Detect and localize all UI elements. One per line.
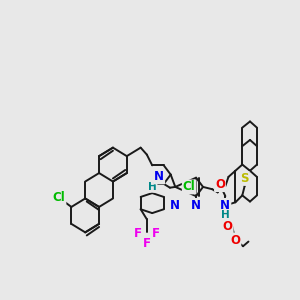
Text: N: N	[170, 199, 180, 212]
Text: Cl: Cl	[183, 180, 196, 194]
Text: N: N	[154, 170, 164, 183]
Text: N: N	[220, 199, 230, 212]
Text: F: F	[143, 237, 151, 250]
Text: Cl: Cl	[53, 191, 65, 204]
Text: S: S	[240, 172, 249, 185]
Text: F: F	[134, 226, 142, 240]
Text: N: N	[191, 199, 201, 212]
Text: H: H	[221, 210, 230, 220]
Text: O: O	[215, 178, 225, 191]
Text: O: O	[223, 220, 233, 233]
Text: F: F	[152, 226, 160, 240]
Text: O: O	[230, 233, 240, 247]
Text: H: H	[148, 182, 157, 192]
